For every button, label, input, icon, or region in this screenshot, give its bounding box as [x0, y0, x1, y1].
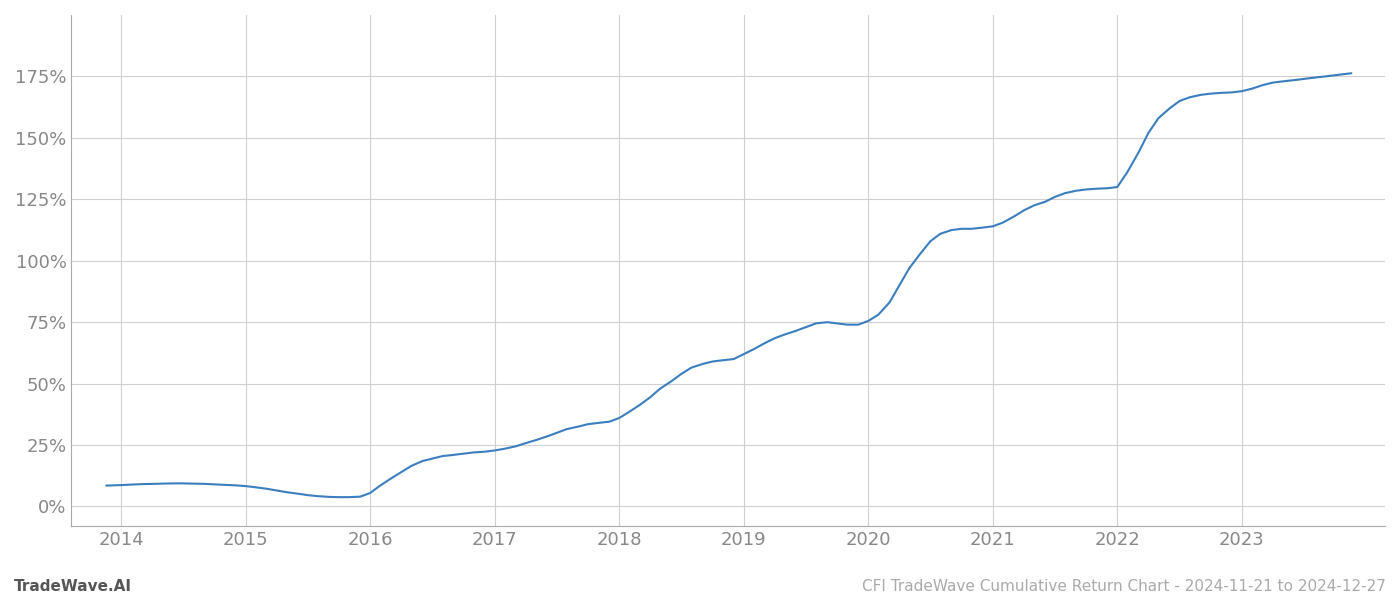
Text: TradeWave.AI: TradeWave.AI: [14, 579, 132, 594]
Text: CFI TradeWave Cumulative Return Chart - 2024-11-21 to 2024-12-27: CFI TradeWave Cumulative Return Chart - …: [862, 579, 1386, 594]
